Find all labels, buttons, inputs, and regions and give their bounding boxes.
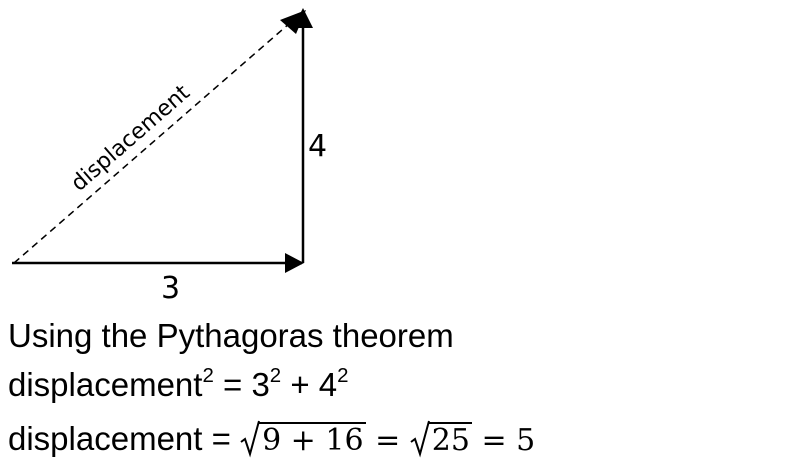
radicand-twenty-five: 25 — [428, 422, 472, 456]
exponent: 2 — [337, 363, 349, 387]
term-four: 4 — [318, 366, 338, 403]
square-root-symbol — [240, 420, 261, 458]
radicand-sum: 9 + 16 — [259, 422, 366, 456]
displacement-equals: displacement = — [8, 420, 241, 457]
equals-sign: = — [365, 423, 410, 458]
square-root-sum: 9 + 16 — [240, 420, 366, 458]
vector-triangle-diagram: displacement 4 3 — [12, 8, 327, 306]
result-value: 5 — [516, 423, 536, 458]
vertical-length-label: 4 — [308, 129, 327, 164]
exponent: 2 — [202, 363, 214, 387]
exponent: 2 — [269, 363, 282, 387]
equation-line-squares: displacement2 = 32 + 42 — [8, 365, 349, 403]
horizontal-arrowhead — [285, 253, 304, 273]
term-three: 3 — [251, 366, 270, 403]
plus-sign: + — [281, 366, 319, 403]
square-root-symbol — [410, 420, 430, 458]
theorem-heading: Using the Pythagoras theorem — [8, 317, 454, 354]
displacement-label: displacement — [67, 80, 196, 196]
horizontal-length-label: 3 — [161, 271, 180, 306]
square-root-twenty-five: 25 — [410, 420, 472, 458]
displacement-term: displacement — [8, 366, 203, 403]
equation-line-result: displacement = 9 + 16 = 25 = 5 — [8, 420, 536, 458]
displacement-dashed-line — [13, 15, 299, 264]
equals-sign: = — [213, 366, 252, 403]
displacement-arrowhead — [280, 10, 306, 34]
equals-sign: = — [471, 423, 517, 458]
